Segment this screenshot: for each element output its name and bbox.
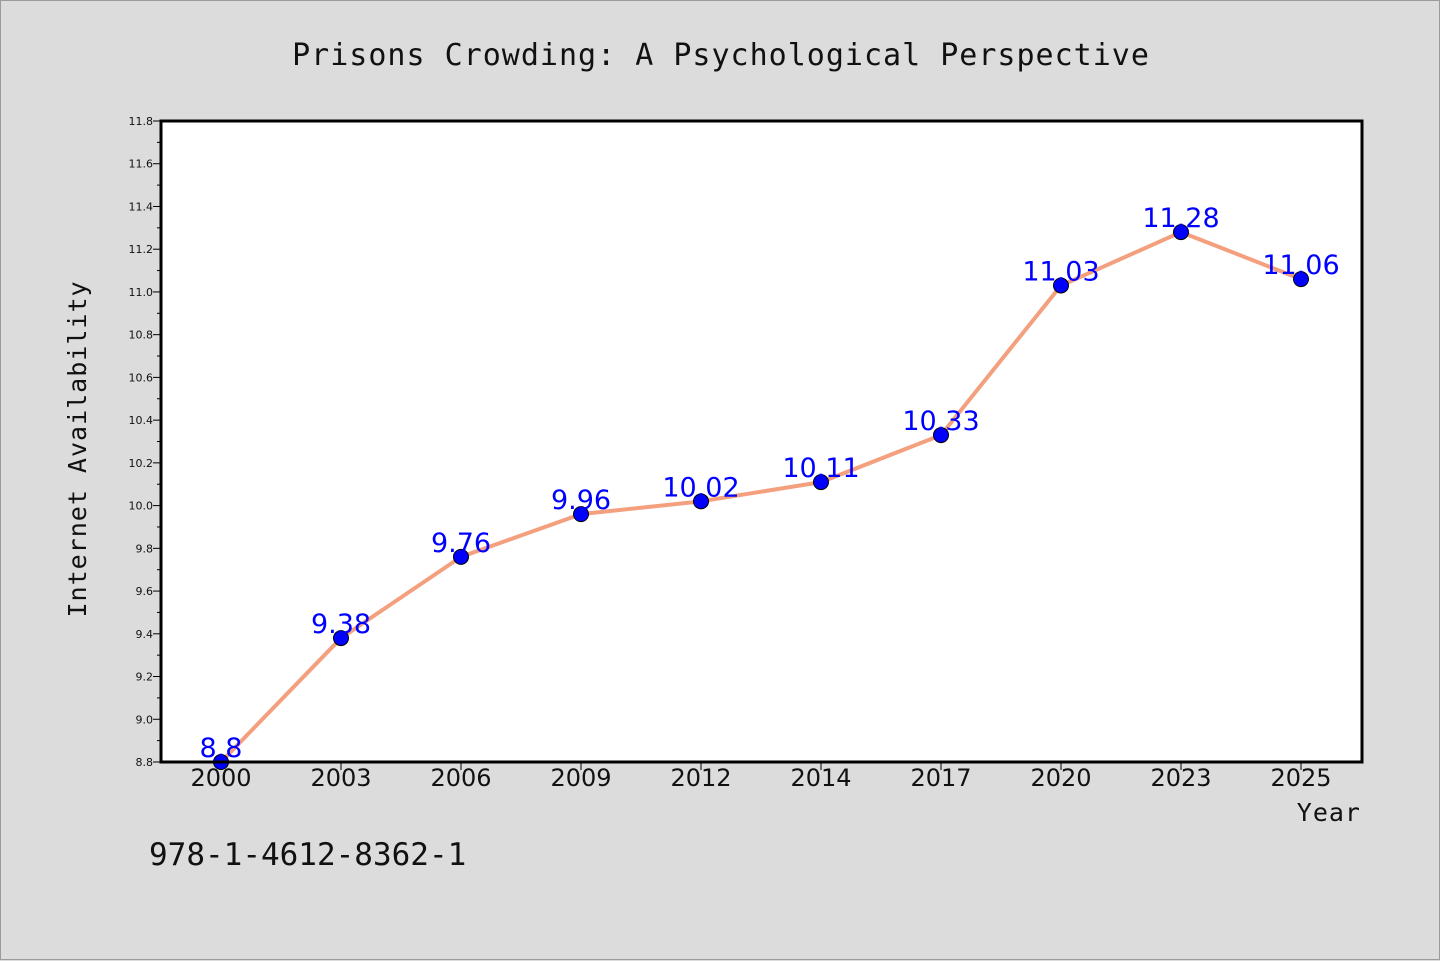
data-label: 10.11 <box>782 453 859 484</box>
data-label: 9.38 <box>311 609 371 640</box>
data-point <box>573 506 589 523</box>
data-point <box>693 493 709 510</box>
x-tick-label: 2020 <box>1030 764 1091 792</box>
y-tick-label: 10.8 <box>129 329 154 342</box>
y-tick-label: 11.0 <box>129 286 154 299</box>
x-axis-label: Year <box>1297 798 1361 827</box>
data-label: 11.28 <box>1142 203 1219 234</box>
x-tick-label: 2023 <box>1150 764 1211 792</box>
data-label: 9.76 <box>431 528 491 559</box>
data-labels: 8.8 9.38 9.76 9.96 10.02 10.11 10.33 11.03 11.28… <box>200 203 1340 764</box>
data-point <box>1293 271 1309 288</box>
y-tick-label: 10.6 <box>129 371 154 384</box>
series-line <box>219 230 1302 764</box>
data-label: 11.06 <box>1262 250 1339 281</box>
y-axis-ticks: 8.8 9.0 9.2 9.4 9.6 9.8 10.0 10.2 10.4 10.6 10.8 11… <box>129 115 161 769</box>
y-tick-label: 10.4 <box>129 414 154 427</box>
data-label: 10.02 <box>662 472 739 503</box>
data-label: 8.8 <box>200 733 243 764</box>
x-tick-label: 2006 <box>430 764 491 792</box>
y-tick-label: 11.4 <box>129 200 154 213</box>
x-tick-label: 2009 <box>550 764 611 792</box>
plot-frame <box>159 119 1364 764</box>
isbn-footer: 978-1-4612-8362-1 <box>149 837 466 873</box>
data-point <box>933 427 949 444</box>
x-tick-label: 2017 <box>910 764 971 792</box>
y-tick-label: 9.0 <box>136 713 154 726</box>
plot-area <box>161 121 1362 762</box>
data-label: 11.03 <box>1022 257 1099 288</box>
y-tick-label: 11.6 <box>129 158 154 171</box>
y-tick-label: 8.8 <box>136 756 154 769</box>
y-axis-label: Internet Availability <box>63 280 92 617</box>
data-point <box>813 474 829 491</box>
x-tick-label: 2012 <box>670 764 731 792</box>
x-tick-label: 2025 <box>1270 764 1331 792</box>
y-tick-label: 9.4 <box>136 628 154 641</box>
data-point <box>1053 277 1069 294</box>
y-tick-label: 10.2 <box>129 457 154 470</box>
y-tick-label: 9.6 <box>136 585 154 598</box>
x-tick-label: 2003 <box>310 764 371 792</box>
y-tick-label: 11.2 <box>129 243 154 256</box>
data-point <box>1173 224 1189 241</box>
data-point <box>333 630 349 647</box>
y-tick-label: 10.0 <box>129 500 154 513</box>
series-layer <box>213 224 1309 770</box>
y-tick-label: 11.8 <box>129 115 154 128</box>
x-axis-ticks: 2000 2003 2006 2009 2012 2014 2017 2020 2023 2025 <box>190 762 1332 792</box>
data-label: 10.33 <box>902 406 979 437</box>
chart-title: Prisons Crowding: A Psychological Perspe… <box>292 38 1150 73</box>
data-point <box>453 548 469 565</box>
data-label: 9.96 <box>551 485 611 516</box>
x-tick-label: 2014 <box>790 764 851 792</box>
y-tick-label: 9.2 <box>136 671 154 684</box>
y-tick-label: 9.8 <box>136 542 154 555</box>
